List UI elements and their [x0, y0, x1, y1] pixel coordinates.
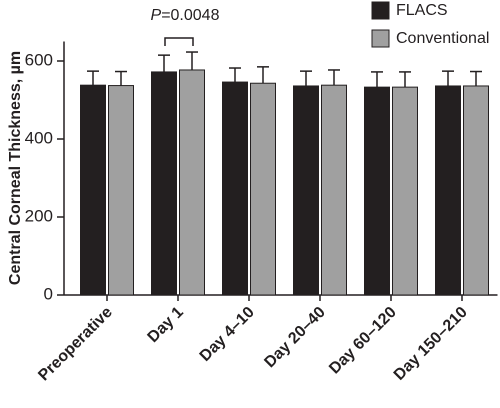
bar: [321, 84, 347, 296]
bar: [151, 71, 177, 296]
y-axis-label: Central Corneal Thickness, µm: [7, 51, 24, 285]
legend-swatch: [371, 29, 390, 48]
significance-bracket: [164, 37, 194, 46]
y-tick-label: 0: [44, 284, 53, 303]
annotation-p: P: [151, 7, 162, 24]
legend-swatch: [371, 1, 390, 20]
bar: [222, 81, 248, 296]
bar: [293, 85, 319, 296]
y-tick-label: 600: [25, 50, 53, 69]
x-tick-label: Preoperative: [35, 304, 116, 385]
x-tick-label: Day 150–210: [391, 304, 471, 384]
y-tick-label: 200: [25, 206, 53, 225]
x-tick-label: Day 60–120: [326, 304, 400, 378]
bar: [250, 82, 276, 296]
x-tick-label: Day 4–10: [197, 304, 258, 365]
bar: [364, 86, 390, 296]
bar: [108, 85, 134, 296]
bar: [179, 69, 205, 296]
bar: [463, 85, 489, 296]
bar: [80, 84, 106, 296]
x-tick-label: Day 20–40: [261, 304, 328, 371]
legend-label: FLACS: [396, 2, 448, 19]
x-tick-label: Day 1: [145, 304, 187, 346]
bar: [392, 86, 418, 296]
legend-label: Conventional: [396, 30, 489, 47]
bar: [435, 85, 461, 296]
y-tick-label: 400: [25, 128, 53, 147]
annotation: P=0.0048: [151, 7, 220, 24]
annotation-value: =0.0048: [161, 7, 219, 24]
